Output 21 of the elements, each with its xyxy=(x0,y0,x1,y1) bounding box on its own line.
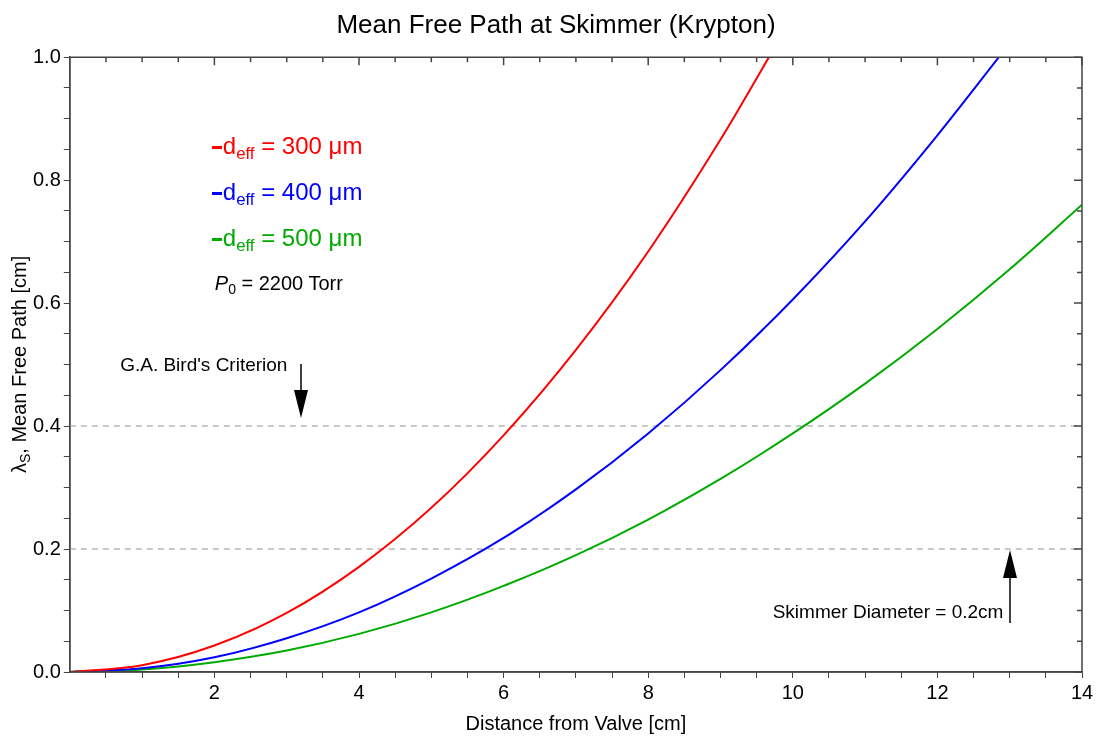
legend-label: d$_{eff}$ = 400 μm xyxy=(221,178,363,212)
x-tick-label: 4 xyxy=(353,680,365,703)
y-tick-label: 1.0 xyxy=(32,44,61,67)
annotation: P$_{0}$ = 2200 Torr xyxy=(214,272,343,298)
legend-label: d$_{eff}$ = 300 μm xyxy=(221,132,363,166)
x-axis-title: Distance from Valve [cm] xyxy=(465,711,687,734)
y-tick-label: 0.8 xyxy=(32,167,61,190)
x-tick-label: 6 xyxy=(498,680,510,703)
annotation: Skimmer Diameter = 0.2cm xyxy=(772,601,1004,624)
y-tick-label: 0.6 xyxy=(32,290,61,313)
x-tick-label: 12 xyxy=(926,680,949,703)
x-tick-label: 14 xyxy=(1070,680,1094,703)
x-tick-label: 10 xyxy=(781,680,804,703)
x-tick-label: 2 xyxy=(208,680,220,703)
y-tick-label: 0.2 xyxy=(32,536,61,559)
y-tick-label: 0.4 xyxy=(32,413,61,436)
legend-label: d$_{eff}$ = 500 μm xyxy=(221,224,363,258)
annotation: G.A. Bird's Criterion xyxy=(120,354,288,377)
y-tick-label: 0.0 xyxy=(32,659,61,682)
x-tick-label: 8 xyxy=(642,680,654,703)
chart-title: Mean Free Path at Skimmer (Krypton) xyxy=(336,8,776,39)
